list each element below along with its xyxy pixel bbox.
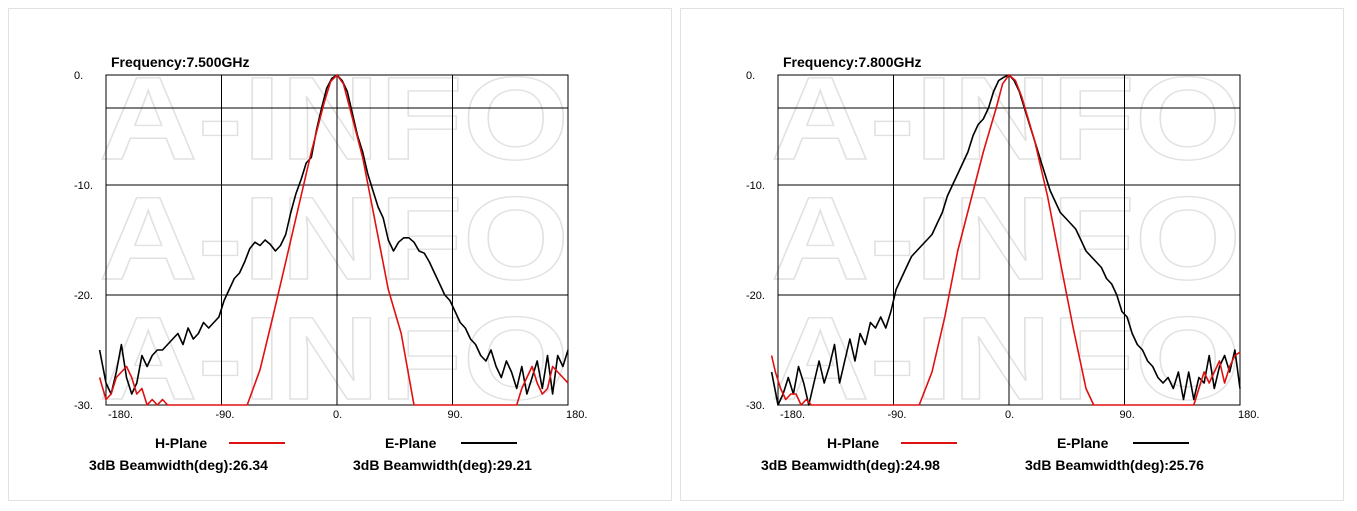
chart-panel-7800: Frequency:7.800GHz A-INFO A-INFO A-INFO -1… [680, 8, 1344, 501]
e-plane-beamwidth: 3dB Beamwidth(deg):29.21 [353, 457, 532, 473]
chart-title: Frequency:7.500GHz [111, 54, 250, 70]
chart-title: Frequency:7.800GHz [783, 54, 922, 70]
legend-h-plane-label: H-Plane [827, 435, 879, 451]
y-tick-label: -20. [74, 290, 93, 302]
watermark-text: A-INFO [771, 173, 1241, 305]
e-plane-line [770, 74, 1241, 406]
legend-e-plane-label: E-Plane [385, 435, 437, 451]
h-plane-line [98, 74, 569, 406]
series-layer [770, 74, 1241, 406]
chart-panel-7500: Frequency:7.500GHz A-INFO A-INFO A-INFO -1… [8, 8, 672, 501]
y-tick-label: -20. [746, 290, 765, 302]
watermark-text: A-INFO [771, 293, 1241, 425]
watermark-text: A-INFO [99, 173, 569, 305]
x-tick-label: -90. [888, 409, 907, 421]
series-layer [98, 74, 569, 406]
watermark-text: A-INFO [99, 53, 569, 185]
h-plane-beamwidth: 3dB Beamwidth(deg):26.34 [89, 457, 268, 473]
x-tick-label: 90. [1120, 409, 1135, 421]
x-tick-label: -90. [216, 409, 235, 421]
y-tick-label: -30. [74, 400, 93, 412]
grid [777, 74, 1241, 406]
y-tick-label: -30. [746, 400, 765, 412]
x-tick-label: 180. [566, 409, 587, 421]
tick-labels: -180. -90. 0. 90. 180. 0. -10. -20. -30. [746, 70, 1259, 421]
watermark-text: A-INFO [99, 293, 569, 425]
h-plane-beamwidth: 3dB Beamwidth(deg):24.98 [761, 457, 940, 473]
tick-labels: -180. -90. 0. 90. 180. 0. -10. -20. -30. [74, 70, 587, 421]
watermark-text: A-INFO [771, 53, 1241, 185]
x-tick-label: 0. [1005, 409, 1014, 421]
h-plane-line [770, 74, 1241, 406]
legend-h-plane-label: H-Plane [155, 435, 207, 451]
x-tick-label: 0. [333, 409, 342, 421]
x-tick-label: 180. [1238, 409, 1259, 421]
y-tick-label: -10. [746, 180, 765, 192]
x-tick-label: -180. [108, 409, 133, 421]
x-tick-label: 90. [448, 409, 463, 421]
y-tick-label: 0. [746, 70, 755, 82]
legend-e-plane-label: E-Plane [1057, 435, 1109, 451]
x-tick-label: -180. [780, 409, 805, 421]
y-tick-label: -10. [74, 180, 93, 192]
y-tick-label: 0. [74, 70, 83, 82]
e-plane-beamwidth: 3dB Beamwidth(deg):25.76 [1025, 457, 1204, 473]
